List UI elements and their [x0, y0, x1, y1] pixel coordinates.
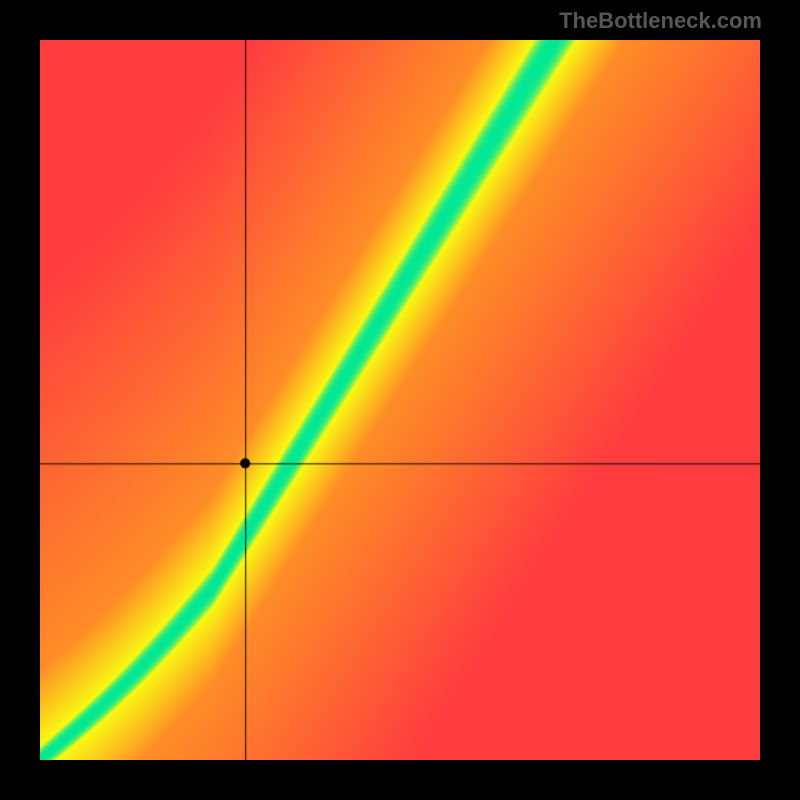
watermark-text: TheBottleneck.com	[559, 8, 762, 34]
heatmap-canvas	[40, 40, 760, 760]
heatmap-plot-area	[40, 40, 760, 760]
chart-container: TheBottleneck.com	[0, 0, 800, 800]
